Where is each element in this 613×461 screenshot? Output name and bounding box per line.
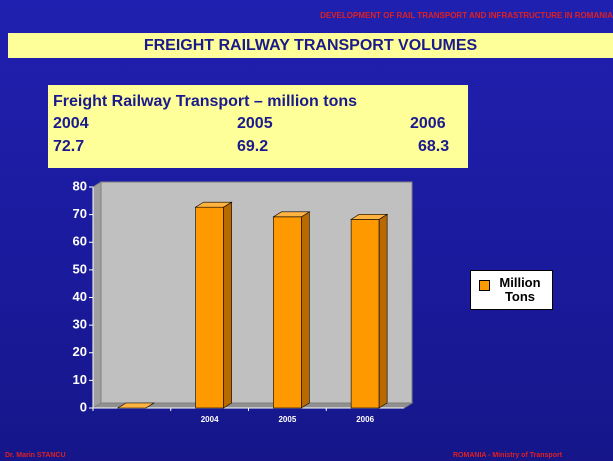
bar-top (350, 214, 389, 220)
y-tick-label: 20 (73, 344, 87, 359)
bar-side (223, 201, 232, 409)
y-tick-label: 80 (73, 178, 87, 193)
y-tick-label: 30 (73, 317, 87, 332)
y-tick-label: 40 (73, 289, 87, 304)
bar (350, 213, 389, 409)
bar-top (194, 201, 233, 208)
slide-title: FREIGHT RAILWAY TRANSPORT VOLUMES (143, 37, 478, 54)
bar-side (301, 211, 310, 409)
header: DEVELOPMENT OF RAIL TRANSPORT AND INFRAS… (320, 11, 613, 20)
y-tick-label: 70 (73, 206, 87, 221)
bar (116, 402, 155, 409)
legend: Million Tons (470, 270, 553, 310)
summary-box: Freight Railway Transport – million tons… (48, 85, 468, 168)
value: 69.2 (237, 138, 269, 155)
title-bar: FREIGHT RAILWAY TRANSPORT VOLUMES (8, 33, 613, 58)
bar-top (272, 211, 311, 218)
x-tick-label: 2006 (356, 415, 374, 424)
side-wall (92, 181, 102, 409)
year: 2005 (237, 115, 273, 132)
bar (272, 211, 311, 409)
value: 68.3 (418, 138, 450, 155)
bar-front (273, 216, 302, 409)
bar-front (350, 219, 380, 409)
y-tick-label: 50 (73, 261, 87, 276)
y-tick-label: 0 (80, 399, 87, 414)
footer-left: Dr. Marin STANCU (5, 452, 66, 459)
year: 2006 (410, 115, 446, 132)
bar-front (195, 206, 224, 409)
x-tick-label: 2005 (278, 415, 296, 424)
bar (194, 201, 233, 409)
y-tick-label: 10 (73, 372, 87, 387)
legend-label: Million Tons (499, 275, 541, 304)
x-tick-label: 2004 (201, 415, 219, 424)
value: 72.7 (53, 138, 85, 155)
footer-right: ROMANIA - Ministry of Transport (453, 452, 563, 459)
box-title: Freight Railway Transport – million tons (53, 93, 358, 110)
year: 2004 (53, 115, 89, 132)
legend-swatch (479, 280, 490, 291)
bar-side (378, 213, 388, 409)
bar-top (116, 402, 155, 409)
y-tick-label: 60 (73, 234, 87, 249)
